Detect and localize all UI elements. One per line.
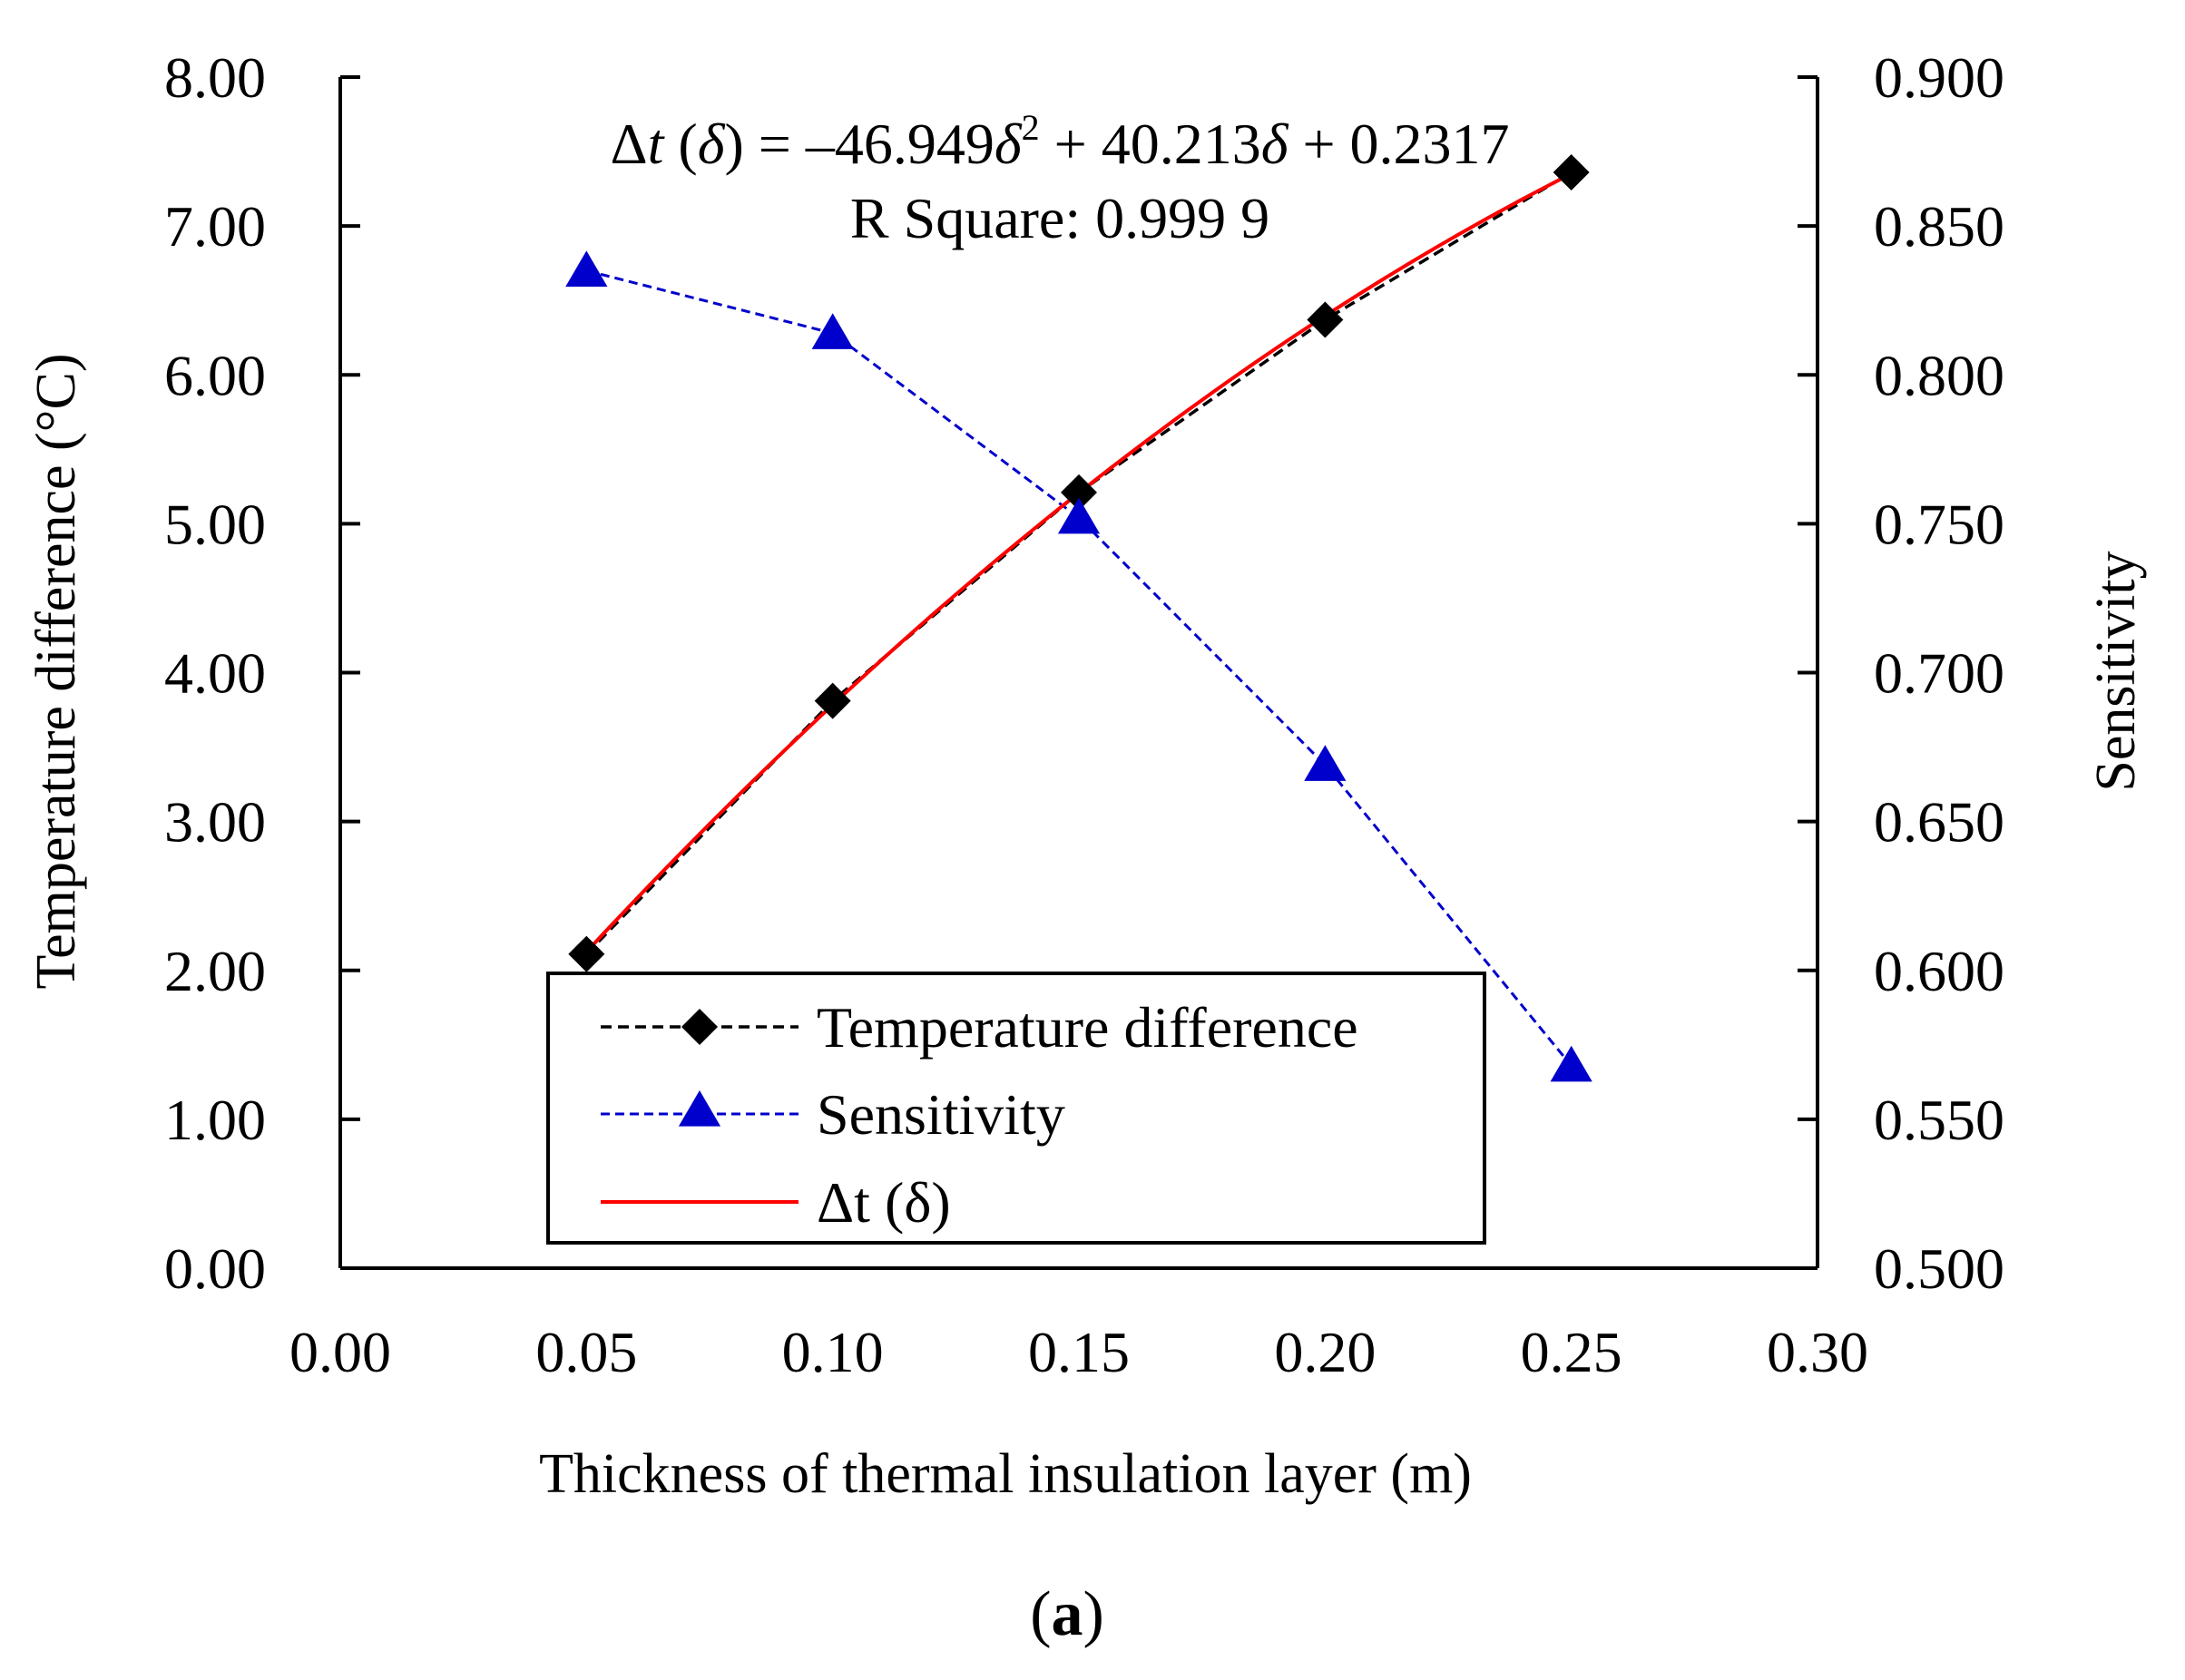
legend: Temperature difference Sensitivity Δt (δ) (546, 972, 1486, 1245)
y-tick-label: 5.00 (164, 492, 266, 556)
y-tick-label: 1.00 (164, 1088, 266, 1152)
temperature-difference-point (814, 682, 851, 719)
legend-fit-label: Δt (δ) (817, 1170, 951, 1235)
y-tick-label: 0.00 (164, 1236, 266, 1301)
y-tick-label: 8.00 (164, 45, 266, 110)
y-tick-label: 2.00 (164, 939, 266, 1003)
y2-axis-title: Sensitivity (2085, 551, 2147, 791)
y2-tick-label: 0.900 (1874, 45, 2004, 110)
legend-sensitivity-label: Sensitivity (817, 1082, 1065, 1147)
x-tick-label: 0.15 (1028, 1320, 1130, 1384)
temperature-difference-point (1061, 474, 1097, 511)
sensitivity-point (1057, 497, 1101, 534)
axis-ticks (340, 75, 1818, 1270)
y-tick-label: 4.00 (164, 641, 266, 706)
y2-tick-label: 0.800 (1874, 343, 2004, 407)
sensitivity-point (811, 313, 854, 349)
x-axis-title: Thickness of thermal insulation layer (m… (539, 1443, 1472, 1505)
legend-temperature-label: Temperature difference (817, 995, 1358, 1060)
y2-tick-label: 0.650 (1874, 790, 2004, 855)
x-tick-label: 0.25 (1521, 1320, 1622, 1384)
x-tick-label: 0.10 (782, 1320, 884, 1384)
fit-equation: Δt (δ) = –46.949δ2 + 40.213δ + 0.2317 (610, 107, 1509, 176)
sensitivity-point (565, 250, 608, 287)
y2-tick-label: 0.500 (1874, 1236, 2004, 1301)
y-tick-label: 7.00 (164, 194, 266, 259)
x-tick-labels: 0.00 0.05 0.10 0.15 0.20 0.25 0.30 (289, 1320, 1868, 1384)
x-tick-label: 0.30 (1767, 1320, 1868, 1384)
y2-tick-label: 0.750 (1874, 492, 2004, 556)
y2-tick-label: 0.700 (1874, 641, 2004, 706)
legend-temperature-marker (681, 1009, 718, 1045)
y-tick-label: 6.00 (164, 343, 266, 407)
y-axis-title: Temperature difference (°C) (25, 354, 87, 990)
temperature-difference-point (568, 935, 605, 972)
y-tick-label: 3.00 (164, 790, 266, 855)
y2-tick-label: 0.550 (1874, 1088, 2004, 1152)
legend-sensitivity-marker (678, 1090, 721, 1127)
series-layer (565, 154, 1592, 1082)
sensitivity-point (1550, 1045, 1592, 1082)
r-square-label: R Square: 0.999 9 (850, 186, 1269, 250)
y2-tick-labels: 0.500 0.550 0.600 0.650 0.700 0.750 0.800 0.850… (1874, 45, 2004, 1301)
temperature-difference-point (1553, 154, 1590, 191)
y2-tick-label: 0.600 (1874, 939, 2004, 1003)
y2-tick-label: 0.850 (1874, 194, 2004, 259)
y-tick-labels: 0.00 1.00 2.00 3.00 4.00 5.00 6.00 7.00 8.00 (164, 45, 266, 1301)
x-tick-label: 0.20 (1274, 1320, 1376, 1384)
temperature-difference-point (1307, 301, 1344, 338)
x-tick-label: 0.00 (289, 1320, 391, 1384)
sensitivity-point (1304, 745, 1347, 781)
x-tick-label: 0.05 (535, 1320, 637, 1384)
legend-entries: Temperature difference Sensitivity Δt (δ) (601, 995, 1358, 1235)
figure-caption: (a) (1030, 1579, 1104, 1649)
